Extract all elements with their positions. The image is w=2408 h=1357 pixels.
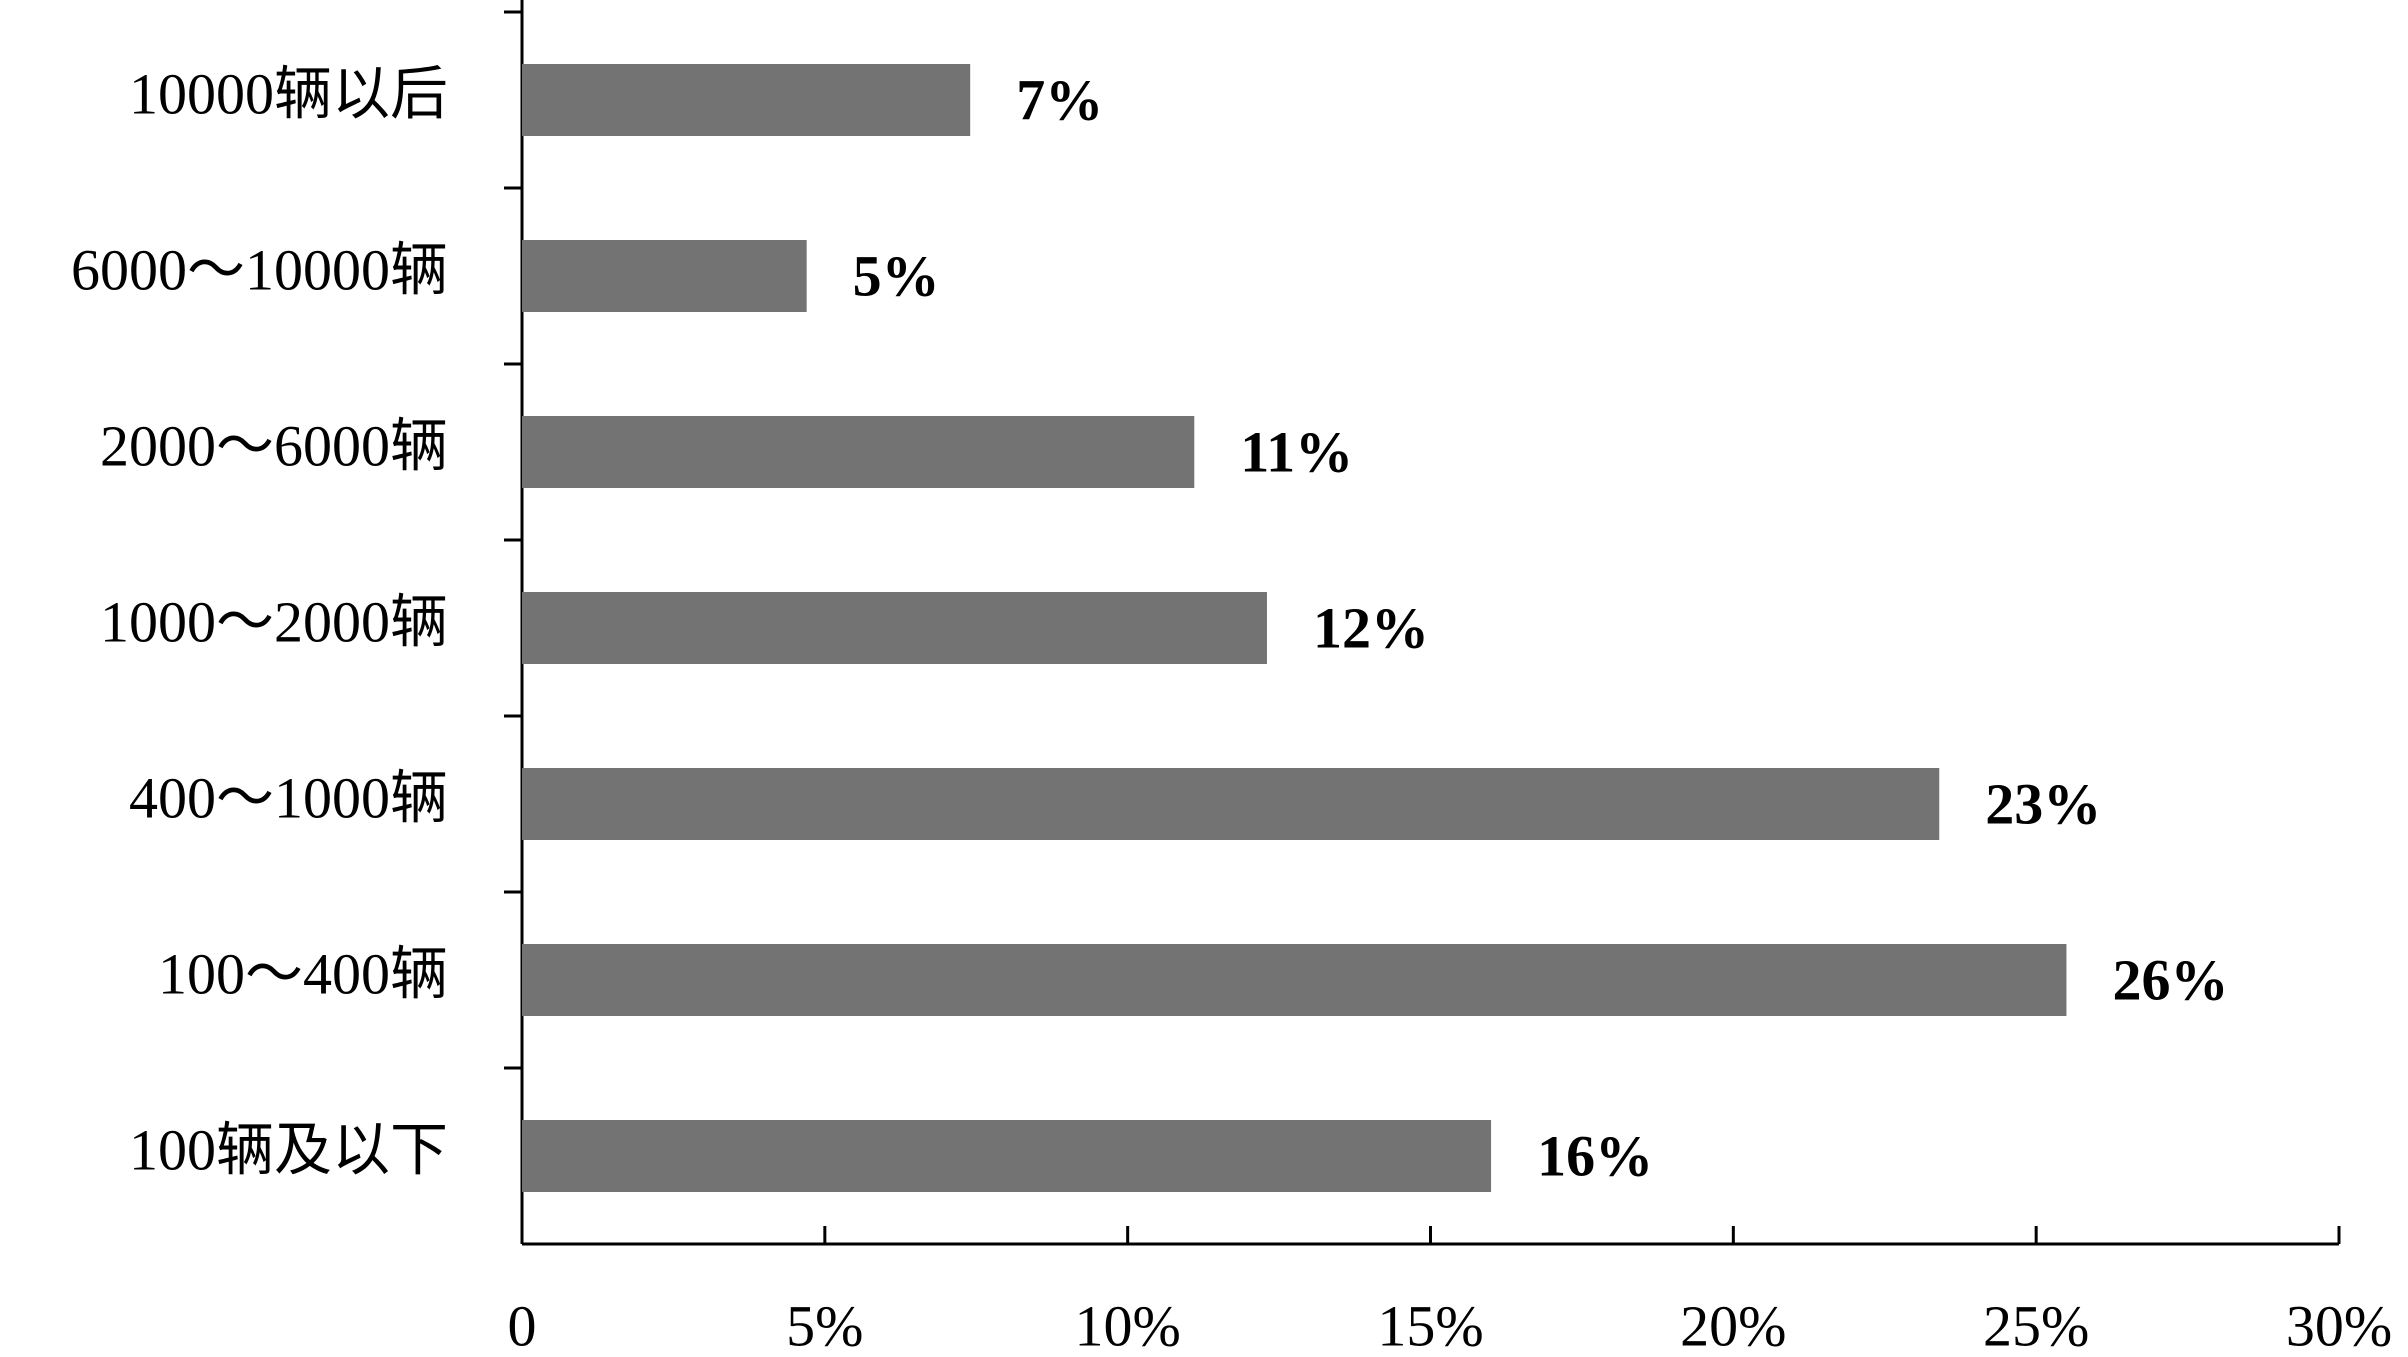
x-tick-label: 15% xyxy=(1377,1293,1483,1357)
bar xyxy=(522,944,2067,1016)
x-tick-label: 10% xyxy=(1075,1293,1181,1357)
value-label: 23% xyxy=(1985,771,2101,836)
value-label: 12% xyxy=(1313,595,1429,660)
value-label: 16% xyxy=(1537,1123,1653,1188)
y-tick-label: 100辆及以下 xyxy=(129,1117,448,1182)
y-tick-label: 1000～2000辆 xyxy=(100,589,448,654)
x-tick-label: 0 xyxy=(508,1293,537,1357)
bar xyxy=(522,1120,1492,1192)
value-label: 7% xyxy=(1016,67,1103,132)
y-tick-label: 6000～10000辆 xyxy=(71,237,448,302)
value-label: 26% xyxy=(2112,947,2228,1012)
x-tick-label: 30% xyxy=(2286,1293,2392,1357)
x-tick-label: 25% xyxy=(1983,1293,2089,1357)
x-tick-label: 20% xyxy=(1680,1293,1786,1357)
bar xyxy=(522,592,1267,664)
y-tick-label: 400～1000辆 xyxy=(129,765,448,830)
value-label: 11% xyxy=(1240,419,1353,484)
y-tick-label: 10000辆以后 xyxy=(129,61,448,126)
bar xyxy=(522,768,1940,840)
bar xyxy=(522,240,807,312)
x-tick-label: 5% xyxy=(786,1293,863,1357)
bar xyxy=(522,64,971,136)
y-tick-label: 2000～6000辆 xyxy=(100,413,448,478)
bar xyxy=(522,416,1195,488)
y-tick-label: 100～400辆 xyxy=(158,941,448,1006)
value-label: 5% xyxy=(853,243,940,308)
